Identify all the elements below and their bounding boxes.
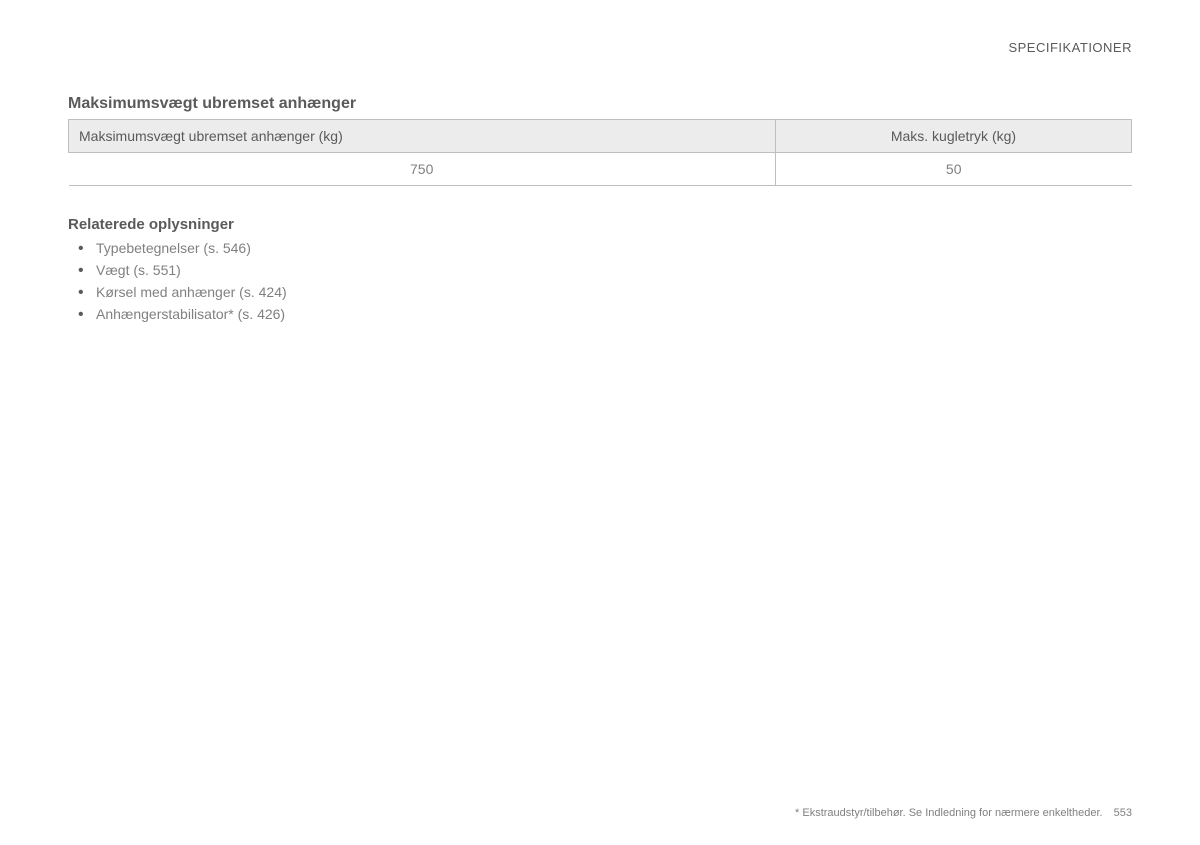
table-header-cell: Maksimumsvægt ubremset anhænger (kg) — [69, 120, 776, 153]
table-row: 750 50 — [69, 153, 1132, 186]
page-container: SPECIFIKATIONER Maksimumsvægt ubremset a… — [0, 0, 1200, 325]
table-cell: 750 — [69, 153, 776, 186]
page-number: 553 — [1114, 807, 1132, 819]
list-item: Typebetegnelser (s. 546) — [78, 237, 1132, 259]
list-item: Kørsel med anhænger (s. 424) — [78, 281, 1132, 303]
related-info-list: Typebetegnelser (s. 546) Vægt (s. 551) K… — [68, 237, 1132, 325]
page-header-category: SPECIFIKATIONER — [68, 40, 1132, 55]
table-header-row: Maksimumsvægt ubremset anhænger (kg) Mak… — [69, 120, 1132, 153]
section-title: Maksimumsvægt ubremset anhænger — [68, 95, 1132, 113]
list-item: Anhængerstabilisator* (s. 426) — [78, 303, 1132, 325]
list-item: Vægt (s. 551) — [78, 259, 1132, 281]
table-header-cell: Maks. kugletryk (kg) — [775, 120, 1131, 153]
related-info-title: Relaterede oplysninger — [68, 216, 1132, 233]
table-cell: 50 — [775, 153, 1131, 186]
footnote-text: * Ekstraudstyr/tilbehør. Se Indledning f… — [795, 807, 1103, 819]
page-footer: * Ekstraudstyr/tilbehør. Se Indledning f… — [795, 807, 1132, 819]
spec-table: Maksimumsvægt ubremset anhænger (kg) Mak… — [68, 119, 1132, 186]
